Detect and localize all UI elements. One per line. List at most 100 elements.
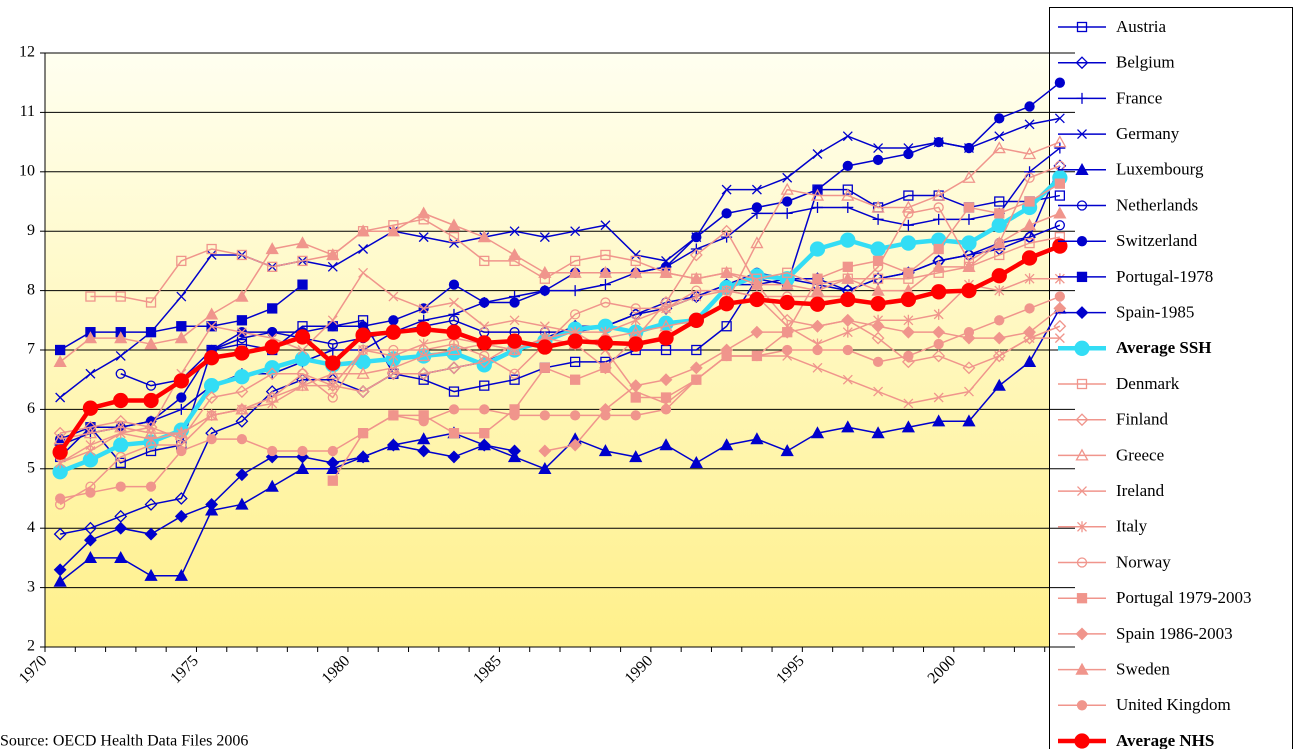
data-point	[842, 160, 853, 172]
data-point	[537, 339, 553, 355]
legend-marker	[1075, 306, 1089, 320]
legend-label: Greece	[1116, 445, 1164, 464]
data-point	[174, 492, 188, 505]
y-tick-label: 12	[19, 44, 35, 61]
data-point	[176, 427, 187, 439]
data-point	[1024, 101, 1035, 112]
data-point	[629, 450, 643, 463]
data-point	[203, 350, 220, 366]
data-point	[539, 362, 551, 373]
data-point	[840, 291, 856, 308]
data-point	[629, 379, 643, 393]
y-tick-label: 6	[27, 400, 35, 417]
data-point	[720, 438, 734, 451]
data-point	[660, 404, 672, 415]
series-line	[58, 243, 1061, 454]
data-point	[1024, 166, 1036, 178]
data-point	[477, 230, 491, 243]
data-point	[267, 445, 278, 457]
data-point	[870, 296, 886, 312]
legend-marker	[1077, 521, 1087, 533]
data-point	[327, 261, 338, 272]
data-point	[871, 426, 885, 439]
data-point	[872, 273, 884, 284]
data-point	[812, 362, 823, 373]
legend-marker	[1074, 340, 1090, 356]
data-point	[205, 391, 219, 404]
y-tick-label: 7	[27, 341, 35, 358]
x-tick-label: 1995	[773, 652, 808, 687]
legend-label: Germany	[1116, 124, 1180, 143]
data-point	[903, 148, 914, 160]
data-point	[903, 350, 914, 362]
data-point	[901, 200, 915, 213]
data-point	[418, 416, 429, 427]
legend-label: Average SSH	[1116, 338, 1212, 357]
legend-marker	[1076, 378, 1088, 390]
data-point	[145, 439, 157, 451]
data-point	[842, 184, 853, 195]
data-point	[476, 357, 492, 373]
data-point	[143, 392, 159, 409]
data-point	[358, 244, 369, 254]
data-point	[630, 250, 641, 260]
data-point	[961, 282, 977, 299]
data-point	[933, 338, 944, 350]
legend-label: Italy	[1116, 517, 1148, 536]
data-point	[691, 285, 702, 296]
data-point	[569, 356, 581, 368]
data-point	[538, 444, 552, 458]
data-point	[962, 259, 976, 272]
data-point	[85, 291, 96, 302]
data-point	[85, 368, 96, 379]
data-point	[176, 392, 187, 403]
data-point	[841, 420, 855, 433]
data-point	[388, 291, 399, 302]
data-point	[963, 213, 975, 225]
data-point	[962, 414, 976, 427]
data-point	[901, 355, 915, 369]
data-point	[1024, 196, 1035, 207]
y-tick-label: 10	[19, 162, 35, 179]
data-point	[871, 331, 885, 345]
data-point	[448, 386, 460, 397]
data-point	[689, 271, 703, 284]
data-point	[115, 427, 126, 439]
legend-marker	[1076, 271, 1088, 283]
data-point	[447, 343, 461, 356]
data-point	[842, 344, 853, 356]
data-point	[901, 420, 915, 433]
data-point	[538, 461, 552, 474]
data-point	[991, 268, 1007, 284]
data-point	[873, 143, 884, 153]
data-point	[691, 374, 702, 385]
data-point	[809, 241, 826, 257]
data-point	[145, 481, 157, 492]
data-point	[720, 224, 734, 238]
data-point	[235, 497, 249, 510]
legend-marker	[1076, 21, 1088, 33]
data-point	[1024, 273, 1035, 285]
data-point	[751, 184, 762, 195]
data-point	[84, 533, 97, 547]
data-point	[144, 337, 158, 350]
legend-marker	[1075, 627, 1089, 641]
data-point	[931, 284, 947, 300]
data-point	[873, 386, 884, 397]
data-point	[721, 285, 732, 296]
data-point	[872, 356, 884, 368]
data-point	[842, 201, 854, 213]
data-point	[53, 527, 67, 541]
data-point	[114, 551, 128, 564]
y-tick-label: 9	[27, 222, 35, 239]
data-point	[1054, 190, 1066, 201]
data-point	[812, 149, 823, 159]
x-tick-label: 1970	[16, 652, 51, 687]
data-point	[114, 521, 128, 535]
data-point	[932, 349, 946, 363]
data-point	[327, 321, 338, 332]
data-point	[326, 248, 340, 261]
data-point	[842, 131, 853, 142]
data-point	[174, 568, 188, 581]
data-point	[630, 255, 641, 267]
